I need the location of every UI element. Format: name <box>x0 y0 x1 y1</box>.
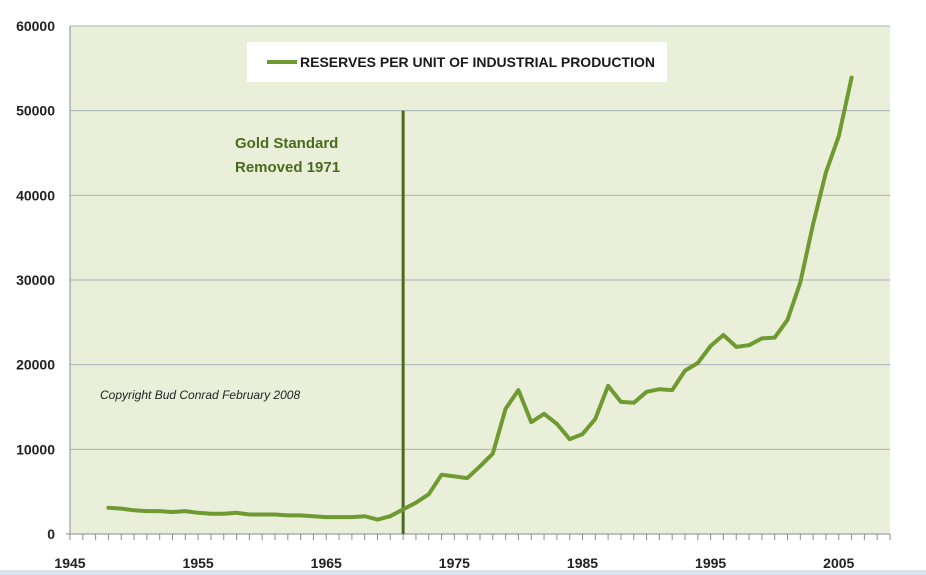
annotation-gold-standard: Gold Standard Removed 1971 <box>235 135 340 176</box>
legend-label: RESERVES PER UNIT OF INDUSTRIAL PRODUCTI… <box>300 54 655 70</box>
annotation-line-1: Gold Standard <box>235 135 338 152</box>
x-tick-label: 1945 <box>54 555 85 571</box>
series-line <box>106 75 854 522</box>
series-layer <box>106 75 854 522</box>
x-tick-label: 1995 <box>695 555 726 571</box>
x-tick-label: 1975 <box>439 555 470 571</box>
x-tick-label: 1985 <box>567 555 598 571</box>
legend-box <box>247 42 667 82</box>
copyright-note: Copyright Bud Conrad February 2008 <box>100 388 300 402</box>
y-tick-label: 30000 <box>16 272 55 288</box>
x-tick-label: 1955 <box>183 555 214 571</box>
y-tick-label: 0 <box>47 526 55 542</box>
y-tick-label: 40000 <box>16 187 55 203</box>
annotation-line-2: Removed 1971 <box>235 159 340 176</box>
axes: 0 10000 20000 30000 40000 50000 60000 1945 1955 1… <box>16 18 891 571</box>
y-tick-label: 20000 <box>16 357 55 373</box>
legend: RESERVES PER UNIT OF INDUSTRIAL PRODUCTI… <box>247 42 667 82</box>
y-tick-label: 50000 <box>16 103 55 119</box>
x-tick-label: 2005 <box>823 555 854 571</box>
x-tick-label: 1965 <box>311 555 342 571</box>
gridlines <box>70 25 890 450</box>
bottom-strip <box>0 570 926 575</box>
y-tick-label: 10000 <box>16 441 55 457</box>
y-tick-label: 60000 <box>16 18 55 34</box>
